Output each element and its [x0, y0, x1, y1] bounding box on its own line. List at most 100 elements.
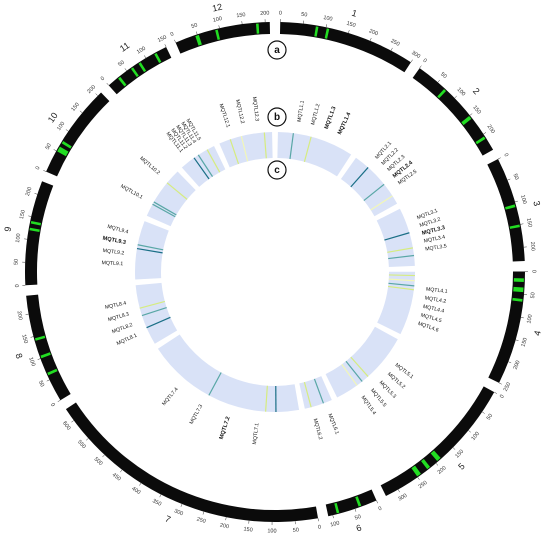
qtl-highlight	[29, 227, 40, 232]
tick-label: 200	[486, 124, 496, 135]
tick-mark	[452, 447, 456, 450]
chromosome-band	[65, 402, 319, 522]
tick-label: 150	[70, 102, 80, 113]
chromosome-band	[175, 22, 271, 54]
tick-mark	[468, 430, 471, 433]
tick-label: 100	[15, 233, 22, 243]
heat-line	[193, 157, 210, 180]
chromosome-label: 7	[164, 514, 173, 525]
tick-label: 0	[49, 402, 56, 408]
chromosome-label: 4	[532, 329, 543, 336]
tick-mark	[53, 149, 57, 152]
heat-sector	[277, 132, 352, 177]
heat-line	[208, 372, 222, 396]
chromosome-band	[487, 159, 525, 262]
heat-line	[370, 195, 393, 211]
qtl-highlight	[30, 220, 42, 226]
qtl-label: MQTL6.2	[312, 418, 323, 441]
qtl-label: MQTL8.4	[105, 300, 128, 310]
qtl-label: MQTL10.1	[119, 183, 143, 200]
tick-label: 100	[212, 16, 222, 24]
tick-label: 300	[410, 50, 421, 60]
tick-mark	[196, 31, 198, 35]
tick-mark	[417, 477, 420, 480]
tick-label: 200	[86, 84, 97, 95]
heat-line	[387, 247, 414, 253]
chromosome-label: 12	[211, 2, 223, 14]
qtl-label: MQTL7.4	[161, 387, 180, 407]
qtl-label: MQTL8.1	[116, 333, 138, 347]
tick-mark	[390, 47, 393, 51]
tick-mark	[37, 358, 41, 360]
tick-mark	[46, 379, 50, 382]
heat-line	[197, 154, 214, 177]
chromosome-ring	[25, 22, 526, 522]
tick-mark	[30, 336, 34, 338]
tick-mark	[419, 65, 422, 69]
qtl-highlight	[138, 62, 147, 73]
heat-line	[166, 182, 188, 200]
heat-sector	[135, 221, 169, 280]
tick-mark	[483, 132, 487, 135]
tick-label: 250	[196, 517, 207, 525]
heat-sector	[157, 334, 300, 412]
chromosome-label: 11	[118, 40, 131, 54]
tick-label: 0	[531, 270, 537, 273]
heat-line	[229, 139, 240, 165]
panel-tag: b	[274, 112, 280, 123]
heat-line	[153, 201, 177, 216]
tick-label: 0	[170, 31, 175, 38]
qtl-highlight	[355, 496, 362, 507]
tick-mark	[218, 25, 220, 29]
tick-mark	[317, 518, 319, 522]
tick-mark	[164, 44, 167, 48]
tick-label: 200	[368, 28, 379, 37]
tick-label: 50	[37, 380, 45, 388]
tick-label: 300	[397, 493, 408, 503]
tick-mark	[454, 95, 457, 99]
heat-line	[141, 306, 167, 317]
tick-label: 0	[422, 58, 428, 65]
qtl-label: MQTL1.3	[324, 106, 338, 130]
tick-label: 150	[20, 334, 28, 344]
heat-sector	[376, 208, 415, 267]
qtl-label: MQTL4.1	[426, 287, 448, 295]
chromosome-band	[412, 68, 494, 156]
qtl-highlight	[513, 286, 524, 293]
heat-line	[384, 232, 410, 241]
tick-label: 50	[354, 514, 362, 522]
tick-label: 100	[455, 87, 466, 98]
tick-mark	[71, 420, 74, 423]
panel-tag-circle	[267, 107, 287, 127]
qtl-label: MQTL7.2	[219, 416, 232, 440]
qtl-highlight	[47, 368, 58, 376]
qtl-label: MQTL9.3	[102, 236, 126, 246]
tick-label: 0	[318, 524, 322, 530]
tick-mark	[520, 317, 524, 319]
tick-mark	[332, 515, 334, 519]
heat-line	[350, 356, 369, 377]
tick-mark	[348, 30, 350, 34]
qtl-label: MQTL9.4	[107, 224, 130, 235]
qtl-highlight	[40, 352, 51, 359]
heat-sector	[181, 145, 226, 187]
qtl-highlight	[61, 141, 72, 149]
tick-label: 50	[439, 72, 448, 81]
tick-mark	[508, 361, 512, 364]
tick-mark	[410, 59, 413, 63]
tick-label: 200	[16, 311, 23, 321]
tick-label: 50	[14, 259, 20, 265]
tick-mark	[144, 55, 147, 59]
tick-label: 0	[279, 10, 282, 16]
tick-mark	[369, 37, 372, 41]
tick-label: 150	[19, 209, 27, 219]
tick-mark	[174, 39, 176, 43]
qtl-highlight	[314, 26, 319, 37]
tick-label: 150	[157, 35, 168, 44]
heat-line	[146, 316, 171, 329]
chromosome-band	[325, 489, 377, 517]
heat-sector	[299, 376, 332, 409]
tick-label: 200	[513, 360, 522, 371]
heat-line	[350, 167, 369, 188]
